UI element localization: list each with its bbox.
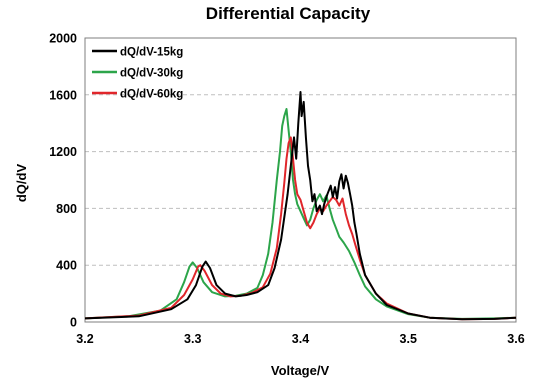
tick-labels: 0 400 800 1200 1600 2000 3.2 3.3 3.4 3.5 3.6 <box>49 32 525 347</box>
y-tick-label: 1600 <box>49 88 77 102</box>
series-lines <box>84 91 517 321</box>
x-axis-label: Voltage/V <box>271 363 330 378</box>
y-tick-label: 400 <box>56 259 77 273</box>
series-line-dq-dv-15kg <box>84 91 517 321</box>
x-tick-label: 3.4 <box>292 332 309 346</box>
legend-entry-label: dQ/dV-30kg <box>120 68 183 80</box>
y-tick-label: 1200 <box>49 145 77 159</box>
legend-entry-label: dQ/dV-15kg <box>120 47 183 59</box>
x-tick-label: 3.6 <box>507 332 524 346</box>
legend: dQ/dV-15kg dQ/dV-30kg dQ/dV-60kg <box>92 47 183 101</box>
legend-entry-label: dQ/dV-60kg <box>120 89 183 101</box>
series-line-dq-dv-30kg <box>84 108 517 320</box>
x-tick-label: 3.2 <box>76 332 93 346</box>
series-line-dq-dv-60kg <box>84 136 517 321</box>
x-tick-label: 3.3 <box>184 332 201 346</box>
y-tick-label: 0 <box>70 316 77 330</box>
x-tick-label: 3.5 <box>400 332 417 346</box>
gridlines <box>85 94 516 266</box>
y-tick-label: 2000 <box>49 32 77 46</box>
y-axis-label: dQ/dV <box>14 164 29 203</box>
chart-title: Differential Capacity <box>206 4 371 23</box>
plot-area-frame <box>84 37 517 323</box>
y-tick-label: 800 <box>56 202 77 216</box>
